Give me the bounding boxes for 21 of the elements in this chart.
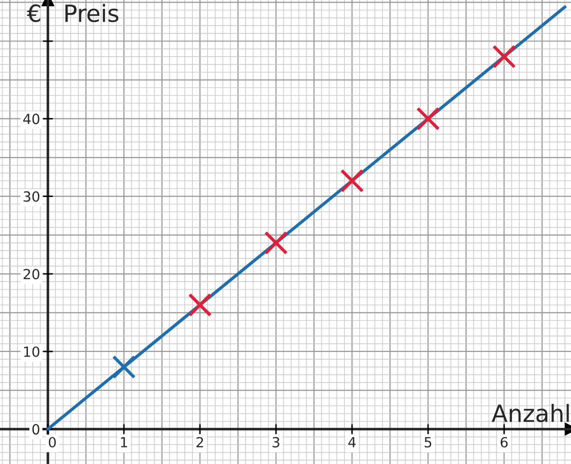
point [416,106,440,131]
y-axis-title: € [26,4,40,22]
x-axis-title: Anzahl [492,404,569,422]
annotation: Preis [65,4,118,22]
point [112,355,136,379]
x-tick-label: 2 [196,436,203,448]
x-tick-label: 0 [48,436,56,448]
y-tick-label: 0 [32,424,40,435]
x-tick-label: 4 [348,437,356,448]
y-tick-label: 30 [24,191,40,202]
x-tick-label: 6 [500,436,508,448]
y-tick-label: 40 [23,114,40,124]
point [340,168,364,193]
x-tick-label: 5 [424,437,432,448]
x-tick-label: 1 [121,437,128,448]
point [492,44,516,68]
y-tick-label: 10 [24,346,40,357]
y-tick-label: 20 [24,268,40,280]
point [264,231,288,255]
x-tick-label: 3 [272,436,280,448]
point [188,293,212,317]
